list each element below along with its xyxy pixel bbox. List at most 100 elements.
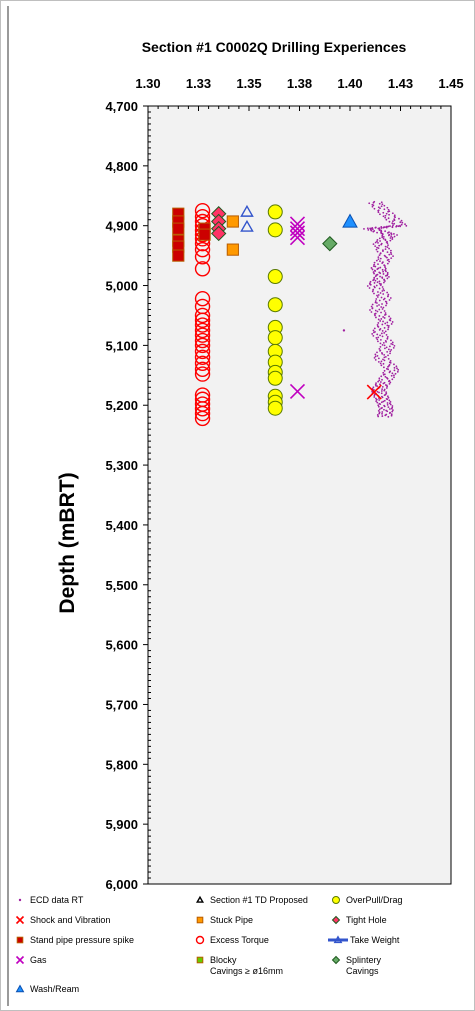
legend-entry: Take Weight [328,935,400,945]
y-tick-label: 4,800 [105,159,138,174]
ecd-trace-dot [399,225,402,228]
ecd-trace-dot [386,277,389,280]
ecd-trace-dot [382,320,384,323]
ecd-trace-dot [379,349,381,352]
ecd-trace-dot [376,277,379,280]
series-splintery-cavings [322,235,338,252]
ecd-trace-dot [378,399,381,401]
legend-label: Stuck Pipe [210,915,253,925]
ecd-trace-dot [385,334,388,336]
ecd-trace-dot [371,268,374,271]
legend-marker [15,984,25,993]
ecd-trace-dot [377,357,380,360]
ecd-trace-dot [390,348,393,351]
ecd-trace-dot [390,342,393,345]
data-point [267,297,283,313]
ecd-trace-dot [376,239,379,241]
ecd-trace-dot [381,388,384,391]
ecd-trace-dot [384,414,387,417]
legend-label: Blocky [210,955,237,965]
ecd-trace-dot [386,385,389,388]
ecd-trace-dot [385,218,388,221]
ecd-trace-dot [389,361,392,364]
y-tick-label: 5,500 [105,578,138,593]
ecd-trace-dot [390,407,393,410]
data-point [267,370,283,386]
ecd-trace-dot [374,355,377,358]
data-point [342,329,346,332]
ecd-trace-dot [382,270,385,273]
ecd-trace-dot [381,286,384,288]
ecd-trace-dot [390,339,392,342]
ecd-trace-dot [383,369,386,372]
ecd-trace-dot [375,248,378,251]
ecd-trace-dot [371,303,374,306]
data-point [194,322,211,339]
ecd-trace-dot [389,317,392,320]
ecd-trace-dot [393,376,395,379]
ecd-trace-dot [381,303,383,305]
ecd-trace-dot [375,382,377,385]
ecd-trace-dot [374,226,377,229]
ecd-trace-dot [384,375,387,378]
ecd-trace-dot [377,415,380,418]
ecd-trace-dot [378,254,381,257]
data-point [226,215,239,228]
ecd-trace-dot [381,415,384,417]
ecd-trace-dot [376,310,379,313]
ecd-trace-dot [390,414,393,417]
ecd-trace-dot [389,239,392,242]
legend-marker [195,895,205,903]
ecd-trace-dot [384,355,387,358]
ecd-trace-dot [383,264,386,267]
data-point [210,225,227,242]
legend-label: ECD data RT [30,895,84,905]
x-tick-label: 1.43 [388,76,413,91]
ecd-trace-dot [379,334,381,337]
data-point [194,317,211,333]
ecd-trace-dot [379,342,382,345]
ecd-trace-dot [366,285,369,287]
ecd-trace-dot [387,293,390,296]
ecd-trace-dot [385,226,388,229]
ecd-trace-dot [379,345,382,348]
ecd-trace-dot [381,236,384,239]
ecd-trace-dot [381,411,384,413]
ecd-trace-dot [381,386,384,388]
legend-label: Section #1 TD Proposed [210,895,308,905]
ecd-trace-dot [375,398,378,401]
ecd-trace-dot [378,315,381,317]
ecd-trace-dot [373,282,376,284]
ecd-trace-dot [400,223,403,226]
ecd-trace-dot [380,407,383,410]
ecd-trace-dot [385,340,388,343]
ecd-trace-dot [382,215,385,218]
y-tick-label: 5,300 [105,458,138,473]
legend-label: Cavings [346,966,379,976]
ecd-trace-dot [387,232,389,234]
ecd-trace-dot [374,300,377,302]
ecd-trace-dot [389,381,392,384]
ecd-trace-dot [388,345,391,348]
ecd-trace-dot [379,320,382,322]
ecd-trace-dot [379,266,382,269]
data-point [322,235,338,252]
data-point [194,332,211,349]
ecd-trace-dot [389,400,392,403]
x-tick-label: 1.38 [287,76,312,91]
ecd-trace-dot [383,408,385,411]
ecd-trace-dot [397,225,400,228]
data-point [194,349,211,366]
ecd-trace-dot [374,314,376,317]
ecd-trace-dot [383,344,386,347]
series-stuck-pipe [226,215,239,256]
data-point [267,330,283,346]
ecd-trace-dot [388,247,390,250]
ecd-trace-dot [388,399,391,402]
ecd-trace-dot [370,267,373,269]
ecd-trace-dot [387,325,390,327]
data-point [194,203,211,219]
ecd-trace-dot [375,337,378,339]
legend-entry: ECD data RT [18,895,84,905]
ecd-trace-dot [386,259,389,262]
